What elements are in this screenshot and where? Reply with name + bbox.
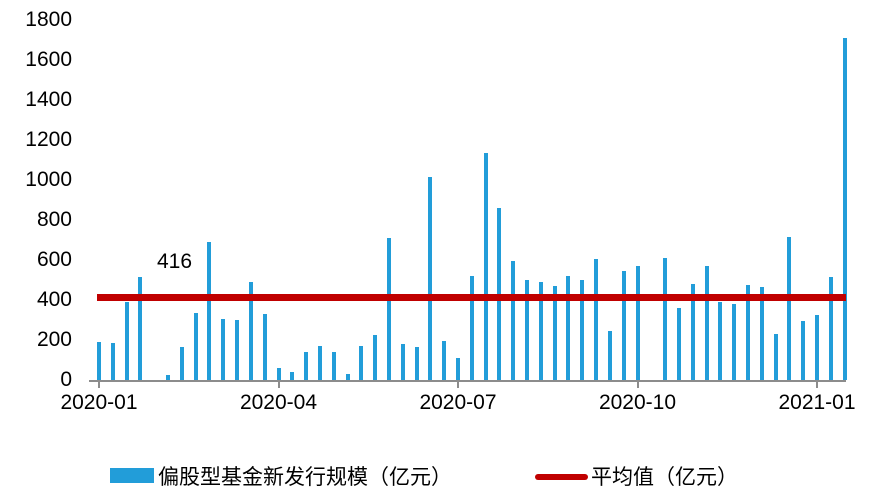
bar [704,266,709,380]
x-axis-tick [277,381,280,388]
bar-series-legend-swatch [110,468,154,483]
bar [718,302,723,380]
bar-series-legend-label: 偏股型基金新发行规模（亿元） [158,466,452,489]
average-line-legend-swatch [535,474,588,480]
bar [235,320,240,380]
x-tick-label: 2020-01 [60,391,138,414]
y-tick-label: 200 [36,328,72,351]
bar [525,280,530,380]
bar [456,358,460,380]
bar [469,276,474,380]
x-tick-label: 2020-04 [239,391,318,414]
bar [414,347,419,380]
y-tick-label: 1600 [25,48,72,71]
bar [566,276,571,380]
bar [842,38,847,380]
y-tick-label: 1400 [25,88,72,111]
bar [166,375,171,380]
bar [110,343,115,380]
bar [442,341,447,380]
bar [538,282,543,380]
bar [345,374,350,380]
average-line [97,293,846,301]
bar [262,314,267,380]
bar [594,259,599,380]
bar [580,280,585,380]
bar [801,321,806,380]
bar [676,308,681,380]
bar [359,346,364,380]
bar [552,286,557,380]
legend: 偏股型基金新发行规模（亿元） 平均值（亿元） [0,458,891,494]
y-tick-label: 400 [36,288,72,311]
bar [304,352,309,380]
bar [276,368,281,380]
bar [248,282,253,380]
x-axis-tick [457,381,459,388]
bar [317,346,322,380]
bar [179,347,184,380]
bar [732,304,737,380]
bar [621,271,626,380]
y-tick-label: 0 [60,368,72,391]
x-axis-line [89,380,846,382]
x-axis-tick [816,381,819,388]
bar [124,302,129,380]
bar [607,331,612,380]
y-tick-label: 1800 [25,8,72,31]
bar [138,277,143,380]
bar [635,266,640,380]
bar [787,237,792,380]
average-line-legend-label: 平均值（亿元） [591,466,738,489]
bar [97,342,101,380]
bar [221,319,226,380]
bar [511,261,516,380]
x-axis-tick [636,381,639,388]
average-value-annotation: 416 [157,250,193,273]
bar [483,153,488,380]
bar [745,285,750,380]
y-tick-label: 600 [36,248,72,271]
x-tick-label: 2020-07 [419,391,497,414]
x-tick-label: 2021-01 [778,391,856,414]
bar [331,352,336,380]
bar [290,372,295,380]
bar [207,242,212,380]
bar [815,315,820,380]
bar [400,344,405,380]
bar [193,313,198,380]
bar [428,177,433,380]
bar [690,284,695,380]
x-axis-tick [98,381,100,388]
y-tick-label: 1200 [25,128,72,151]
x-tick-label: 2020-10 [598,391,677,414]
bar [386,238,391,380]
bar [773,334,778,380]
bar [663,258,668,380]
y-tick-label: 1000 [25,168,72,191]
bar [828,277,833,380]
y-tick-label: 800 [36,208,72,231]
bar [373,335,378,380]
bar [759,287,764,380]
